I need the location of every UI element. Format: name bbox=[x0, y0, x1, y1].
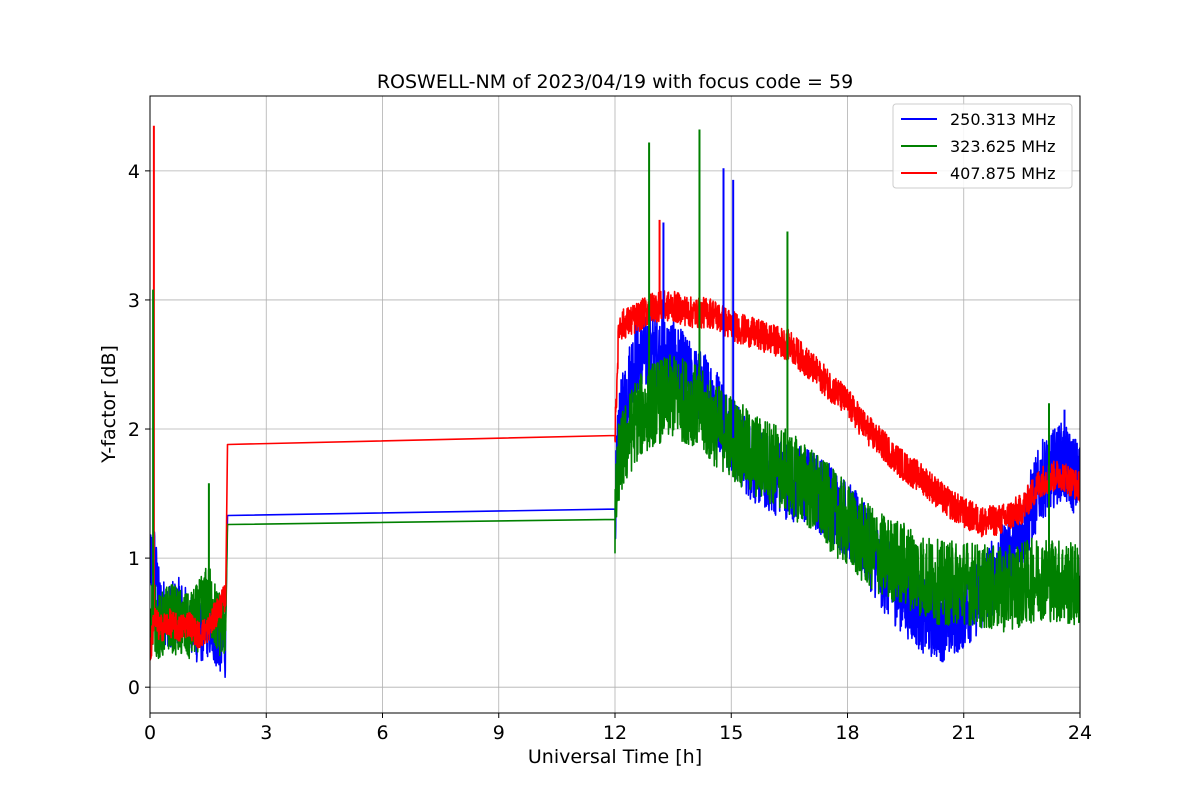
x-tick-label: 6 bbox=[376, 722, 388, 744]
x-tick-label: 21 bbox=[952, 722, 976, 744]
series-line-2 bbox=[150, 354, 1080, 660]
x-tick-label: 12 bbox=[603, 722, 627, 744]
chart-title: ROSWELL-NM of 2023/04/19 with focus code… bbox=[377, 71, 853, 93]
y-tick-label: 1 bbox=[128, 548, 140, 570]
legend: 250.313 MHz 323.625 MHz 407.875 MHz bbox=[892, 103, 1073, 189]
y-axis-ticks: 0 1 2 3 4 bbox=[128, 161, 150, 699]
x-tick-label: 15 bbox=[719, 722, 743, 744]
x-tick-label: 3 bbox=[260, 722, 272, 744]
y-tick-label: 0 bbox=[128, 677, 140, 699]
y-axis-label: Y-factor [dB] bbox=[98, 345, 120, 464]
legend-label: 323.625 MHz bbox=[950, 137, 1055, 156]
x-tick-label: 18 bbox=[835, 722, 859, 744]
x-tick-label: 24 bbox=[1068, 722, 1092, 744]
x-tick-label: 9 bbox=[493, 722, 505, 744]
y-tick-label: 4 bbox=[128, 161, 140, 183]
y-tick-label: 3 bbox=[128, 290, 140, 312]
y-tick-label: 2 bbox=[128, 419, 140, 441]
plot-series-group bbox=[150, 125, 1080, 678]
legend-box bbox=[892, 103, 1073, 189]
x-axis-label: Universal Time [h] bbox=[528, 746, 702, 768]
x-tick-label: 0 bbox=[144, 722, 156, 744]
x-axis-ticks: 0 3 6 9 12 15 18 21 24 bbox=[144, 713, 1092, 744]
legend-label: 407.875 MHz bbox=[950, 164, 1055, 183]
legend-label: 250.313 MHz bbox=[950, 110, 1055, 129]
series-line-3 bbox=[150, 290, 1080, 661]
